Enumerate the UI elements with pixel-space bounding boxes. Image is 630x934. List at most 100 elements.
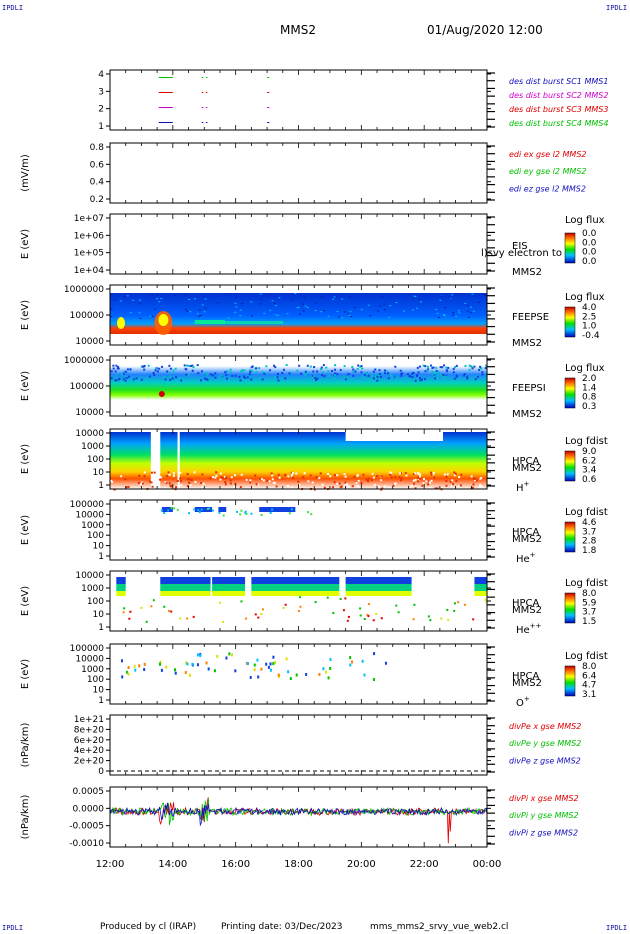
feepsi-pixel [312,370,315,373]
feepsi-pixel [419,377,422,380]
feepsi-pixel [351,366,354,369]
feepsi-pixel [143,368,146,371]
hpca-h-pixel [202,482,205,485]
y-axis-label: (nPa/km) [20,723,31,768]
hpca-h-pixel [417,480,420,483]
hpca-h-pixel [153,471,156,474]
feepsi-pixel [161,365,164,368]
feepsi-pixel [265,371,268,374]
hpca-o-pixel [373,652,376,656]
y-tick-label: 0.8 [90,143,105,153]
hpca-o-pixel [207,667,210,671]
feepsi-pixel [187,374,190,377]
feepsi-pixel [206,373,209,376]
y-tick-label: 0.0005 [73,787,105,797]
colorbar-title: Log flux [565,215,605,226]
hpca-h-pixel [336,482,339,485]
feepse-pixel [332,298,335,300]
hpca-he-pixel [170,507,173,510]
y-axis-label: E (eV) [20,444,31,474]
feepse-pixel [239,309,242,311]
feepsi-pixel [117,366,120,369]
feepsi-pixel [436,374,439,377]
y-tick-label: 100 [87,531,104,541]
feepse-pixel [369,315,372,317]
footer-printing-date: Printing date: 03/Dec/2023 [221,922,343,932]
colorbar-tick-label: 0.0 [582,238,597,248]
feepse-pixel [139,303,142,305]
hpca-o-pixel [272,655,275,659]
feepsi-pixel [334,372,337,375]
hpca-h-pixel [414,472,417,475]
hpca-o-pixel [121,675,124,679]
feepsi-pixel [387,377,390,380]
feepsi-pixel [316,370,319,373]
feepse-pixel [197,315,200,317]
hpca-h-pixel [414,478,417,481]
colorbar-tick-label: 1.0 [582,322,597,332]
feepsi-pixel [303,371,306,374]
y-axis-label: (mV/m) [20,154,31,192]
feepsi-pixel [304,370,307,373]
y-tick-label: 100000 [70,382,105,392]
feepse-pixel [348,314,351,316]
feepse-pixel [193,298,196,300]
feepsi-pixel [209,373,212,376]
feepsi-pixel [148,375,151,378]
hpca-h-pixel [143,475,146,478]
hpca-h-pixel [215,471,218,474]
feepsi-pixel [225,373,228,376]
feepsi-pixel [169,378,172,381]
corner-label-top-right: IPDLI [606,4,628,12]
panel-eis: 1e+07 1e+06 1e+05 1e+04 E (eV) EIS MMS2 l)svy e… [20,213,605,278]
legend-entry: des dist burst SC1 MMS1 [509,77,608,86]
feepse-pixel [458,310,461,312]
hpca-h-pixel [189,484,192,487]
hpca-hepp-pixel [299,605,302,608]
hpca-he-pixel [187,512,190,515]
hpca-h-pixel [384,485,387,488]
hpca-h-pixel [260,478,263,481]
legend-entry: des dist burst SC4 MMS4 [509,119,608,128]
feepse-pixel [204,298,207,300]
hpca-h-pixel [418,475,421,478]
feepsi-pixel [424,370,427,373]
feepsi-pixel [343,365,346,368]
feepse-pixel [189,311,192,313]
feepsi-pixel [201,370,204,373]
feepse-patch [223,321,284,324]
hpca-h-pixel [365,478,368,481]
hpca-h-pixel [221,477,224,480]
hpca-o-pixel [234,669,237,673]
feepse-pixel [403,310,406,312]
corner-label-top-left: IPDLI [2,4,24,12]
hpca-h-pixel [445,484,448,487]
feepsi-pixel [306,364,309,367]
feepse-pixel [314,310,317,312]
feepsi-pixel [115,372,118,375]
hpca-h-pixel [141,482,144,485]
feepse-pixel [241,303,244,305]
feepsi-pixel [323,375,326,378]
colorbar-tick-label: 3.7 [582,527,596,537]
y-tick-label: 2 [98,105,104,115]
hpca-hepp-pixel [446,608,449,611]
hpca-h-pixel [333,474,336,477]
hpca-o-pixel [260,667,263,671]
feepsi-pixel [416,366,419,369]
y-tick-label: 3 [98,87,104,97]
hpca-h-pixel [355,482,358,485]
feepsi-pixel [363,373,366,376]
hpca-h-pixel [297,480,300,483]
feepsi-pixel [304,374,307,377]
hpca-h-pixel [351,485,354,488]
feepsi-pixel [168,364,171,367]
hpca-h-pixel [194,480,197,483]
feepse-pixel [412,297,415,299]
feepsi-pixel [115,364,118,367]
hpca-hepp-pixel [427,615,430,618]
hpca-o-pixel [349,663,352,667]
feepse-pixel [250,315,253,317]
colorbar-tick-label: 3.4 [582,466,597,476]
